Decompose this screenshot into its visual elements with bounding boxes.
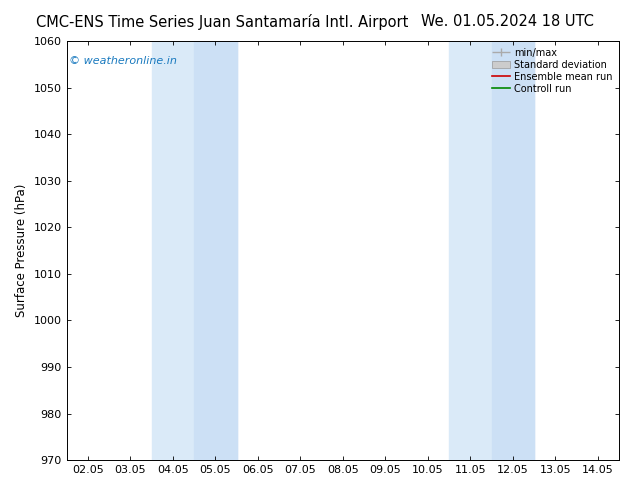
Bar <box>152 41 236 460</box>
Bar <box>194 41 236 460</box>
Legend: min/max, Standard deviation, Ensemble mean run, Controll run: min/max, Standard deviation, Ensemble me… <box>490 46 614 96</box>
Bar <box>491 41 534 460</box>
Bar <box>449 41 534 460</box>
Text: We. 01.05.2024 18 UTC: We. 01.05.2024 18 UTC <box>421 14 593 29</box>
Y-axis label: Surface Pressure (hPa): Surface Pressure (hPa) <box>15 184 28 318</box>
Text: CMC-ENS Time Series Juan Santamaría Intl. Airport: CMC-ENS Time Series Juan Santamaría Intl… <box>36 14 408 30</box>
Text: © weatheronline.in: © weatheronline.in <box>69 56 177 66</box>
